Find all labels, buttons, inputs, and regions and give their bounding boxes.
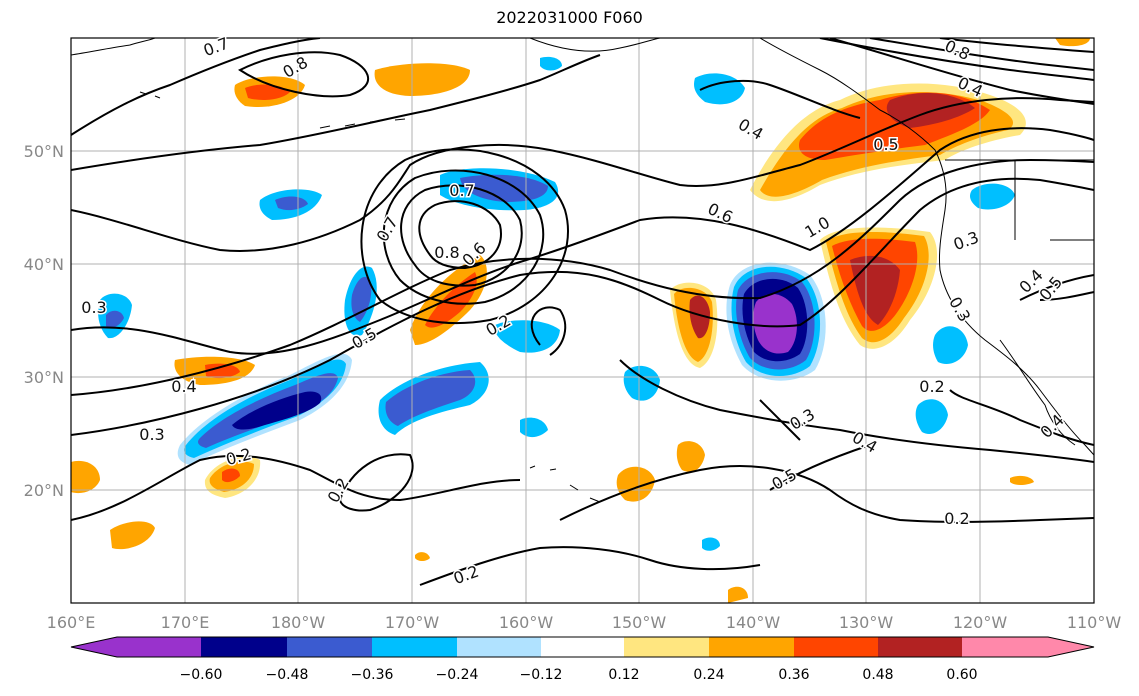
cold-anomaly-blob [753,293,797,354]
lat-tick-labels: 50°N 40°N 30°N 20°N [24,142,64,500]
cold-anomaly-blob [970,183,1015,210]
lat-tick-label: 20°N [24,481,64,500]
anomaly-shading [71,38,1090,603]
contour-label: 0.2 [944,509,969,528]
warm-anomaly-blob [415,552,430,561]
map-title: 2022031000 F060 [496,8,643,27]
baja-coast [999,339,1076,446]
colorbar-segment [962,637,1094,657]
warm-anomaly-blob [205,363,240,379]
colorbar-tick-label: −0.12 [520,667,563,683]
colorbar-tick-label: 0.36 [778,667,809,683]
warm-anomaly-blob [110,521,155,550]
cold-anomaly-blob [915,399,948,435]
colorbar-segment [624,637,709,657]
contour-label: 0.2 [919,377,944,396]
cold-anomaly-blob [494,320,560,353]
lon-tick-label: 110°W [1067,613,1122,632]
colorbar-segment [878,637,962,657]
lon-tick-label: 180°W [271,613,326,632]
lon-tick-label: 170°E [161,613,210,632]
colorbar-tick-label: 0.12 [608,667,639,683]
colorbar-segment [541,637,624,657]
warm-anomaly-blob [689,295,710,339]
lon-tick-label: 150°W [612,613,667,632]
lon-tick-label: 120°W [953,613,1008,632]
kamchatka-coast [71,38,156,56]
warm-anomaly-blob [71,460,100,494]
lon-tick-label: 160°W [499,613,554,632]
warm-anomaly-blob [1055,38,1090,47]
warm-anomaly-blob [1010,475,1034,485]
colorbar-segment [457,637,541,657]
cold-anomaly-blob [385,370,476,426]
cold-anomaly-blob [540,56,562,71]
colorbar-segment [372,637,457,657]
contour-label: 0.8 [434,243,459,262]
colorbar-tick-label: 0.24 [693,667,724,683]
map-grid [71,38,1094,603]
lat-tick-label: 30°N [24,368,64,387]
warm-anomaly-blob [850,255,900,325]
colorbar-segment [287,637,372,657]
colorbar-tick-label: −0.48 [266,667,309,683]
colorbar-tick-label: 0.60 [946,667,977,683]
colorbar-segment [709,637,794,657]
cold-anomaly-blob [623,365,660,401]
colorbar-tick-label: −0.36 [351,667,394,683]
colorbar-tick-label: 0.48 [862,667,893,683]
cold-anomaly-blob [702,537,720,551]
cold-anomaly-blob [232,391,322,430]
colorbar-outline [70,636,1095,658]
contour-label: 0.5 [873,135,898,154]
cold-anomaly-blob [933,326,968,365]
lon-tick-label: 140°W [726,613,781,632]
colorbar-segment [201,637,287,657]
colorbar [70,636,1095,658]
contour-label: 0.3 [81,298,106,317]
cold-anomaly-blob [351,276,372,322]
lon-tick-label: 130°W [839,613,894,632]
cold-anomaly-blob [106,310,124,328]
colorbar-segment [794,637,878,657]
warm-anomaly-blob [616,466,655,502]
cold-anomaly-blob [275,196,308,211]
contour-label: 0.4 [171,377,196,396]
colorbar-tick-labels: −0.60 −0.48 −0.36 −0.24 −0.12 0.12 0.24 … [180,667,978,683]
lon-tick-labels: 160°E 170°E 180°W 170°W 160°W 150°W 140°… [47,613,1122,632]
colorbar-segment [71,637,201,657]
lon-tick-label: 170°W [385,613,440,632]
colorbar-tick-label: −0.24 [436,667,479,683]
warm-anomaly-blob [374,63,470,96]
lon-tick-label: 160°E [47,613,96,632]
contour-label: 0.3 [139,425,164,444]
contour-lines [71,38,1094,586]
warm-anomaly-blob [222,468,240,483]
contour-label: 0.7 [449,181,474,200]
lat-tick-label: 40°N [24,255,64,274]
colorbar-tick-label: −0.60 [180,667,223,683]
hawaii-islands [529,465,601,503]
cold-anomaly-blob [520,417,548,438]
lat-tick-label: 50°N [24,142,64,161]
warm-anomaly-blob [676,441,705,472]
warm-anomaly-blob [728,586,748,603]
map-frame [70,37,1095,604]
alaska-coast [529,38,661,52]
north-america-coast [759,38,1094,456]
